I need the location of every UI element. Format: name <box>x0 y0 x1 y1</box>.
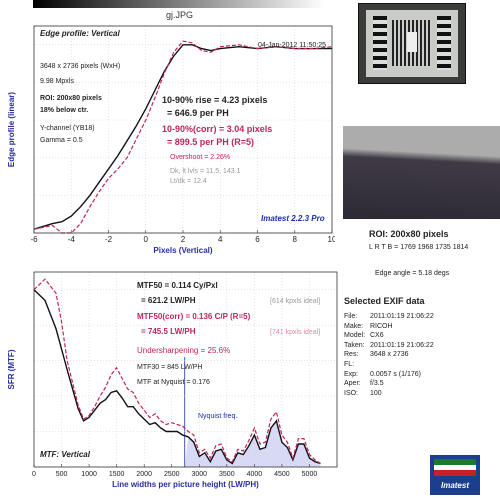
exif-row: Taken: 2011:01:19 21:06:22 <box>344 342 434 352</box>
edge-dk-lt-text: Dk, lt lvls = 11.5, 143.1 <box>170 168 241 175</box>
exif-row: FL: <box>344 361 434 371</box>
edge-rise-corr-text: 10-90%(corr) = 3.04 pixels <box>162 124 273 134</box>
exif-row: File: 2011:01:19 21:06:22 <box>344 313 434 323</box>
exif-value: CX6 <box>370 332 384 340</box>
x-tick-label: 2000 <box>136 471 152 478</box>
imatest-version-brand: Imatest 2.2.3 Pro <box>261 214 325 223</box>
exif-key: Make: <box>344 322 364 330</box>
x-tick-label: 3500 <box>219 471 235 478</box>
plot-frame <box>33 271 338 468</box>
mtf30-text: MTF30 = 845 LW/PH <box>137 364 203 371</box>
undersharpening-text: Undersharpening = 25.6% <box>137 346 231 355</box>
exif-key: Exp: <box>344 370 359 378</box>
x-tick-label: 6 <box>255 235 260 244</box>
exif-value: 3648 x 2736 <box>370 351 409 359</box>
grayscale-gradient-bar <box>33 0 325 8</box>
exif-table: File: 2011:01:19 21:06:22 Make: RICOH Model:… <box>344 313 434 399</box>
series-corrected-line <box>33 278 321 465</box>
mtf-nyquist-text: MTF at Nyquist = 0.176 <box>137 379 210 386</box>
exif-row: Aper: f/3.5 <box>344 380 434 390</box>
edge-overshoot-text: Overshoot = 2.26% <box>170 154 231 161</box>
exif-value: 2011:01:19 21:06:22 <box>370 313 434 320</box>
x-tick-label: 10 <box>328 235 335 244</box>
x-tick-label: 3000 <box>191 471 207 478</box>
mtf-ideal-1: [614 kpxls ideal] <box>270 298 321 305</box>
exif-key: Aper: <box>344 380 361 388</box>
x-tick-label: 0 <box>32 471 36 478</box>
exif-row: Res: 3648 x 2736 <box>344 351 434 361</box>
exif-title: Selected EXIF data <box>344 296 425 306</box>
exif-row: Make: RICOH <box>344 323 434 333</box>
edge-chart-date: 04-Jan-2012 11:50:25 <box>258 42 326 49</box>
x-axis-label: Pixels (Vertical) <box>153 246 212 255</box>
exif-key: Taken: <box>344 341 365 349</box>
x-tick-label: 4500 <box>274 471 290 478</box>
x-tick-label: -6 <box>30 235 38 244</box>
roi-lrtb: L R T B = 1769 1968 1735 1814 <box>369 244 469 251</box>
edge-channel-text: Y-channel (YB18) <box>40 125 95 132</box>
exif-key: FL: <box>344 360 355 368</box>
x-tick-label: -2 <box>105 235 113 244</box>
exif-key: ISO: <box>344 389 359 397</box>
x-tick-label: 2500 <box>164 471 180 478</box>
edge-angle-text: Edge angle = 5.18 degs <box>375 270 450 277</box>
exif-row: Exp: 0.0057 s (1/176) <box>344 371 434 381</box>
y-axis-label: Edge profile (linear) <box>7 92 16 167</box>
x-tick-label: 4000 <box>247 471 263 478</box>
edge-per-ph-corr-text: = 899.5 per PH (R=5) <box>167 137 255 147</box>
plot-background <box>34 26 332 233</box>
exif-row: Model: CX6 <box>344 332 434 342</box>
x-tick-label: 5000 <box>302 471 318 478</box>
x-tick-label: 2 <box>181 235 186 244</box>
mtf50-corr-text: MTF50(corr) = 0.136 C/P (R=5) <box>137 312 251 321</box>
x-tick-label: 8 <box>293 235 298 244</box>
edge-size-text: 3648 x 2736 pixels (WxH) <box>40 63 121 70</box>
series-corrected-line <box>33 40 333 234</box>
exif-key: Res: <box>344 351 359 359</box>
imatest-logo-text: Imatest <box>440 481 469 490</box>
imatest-logo: Imatest <box>430 455 480 495</box>
nyquist-region <box>184 420 321 467</box>
x-tick-label: 500 <box>56 471 68 478</box>
exif-value: 0.0057 s (1/176) <box>370 370 421 378</box>
mtf-ideal-2: [741 kpxls ideal] <box>270 329 321 336</box>
edge-ltdk-text: Lt/dk = 12.4 <box>170 178 207 185</box>
x-tick-label: 1000 <box>81 471 97 478</box>
roi-crop-thumbnail <box>343 126 500 219</box>
mtf50-text: MTF50 = 0.114 Cy/Pxl <box>137 281 218 290</box>
exif-value: RICOH <box>370 322 393 330</box>
x-tick-label: -4 <box>68 235 76 244</box>
exif-row: ISO: 100 <box>344 390 434 400</box>
series-measured-line <box>33 44 332 230</box>
x-tick-label: 4 <box>218 235 223 244</box>
edge-per-ph-text: = 646.9 per PH <box>167 108 229 118</box>
x-axis-label: Line widths per picture height (LW/PH) <box>112 480 259 489</box>
exif-value: 100 <box>370 389 382 397</box>
mtf50-corr-lw-text: = 745.5 LW/PH <box>141 327 196 336</box>
edge-gamma-text: Gamma = 0.5 <box>40 137 83 144</box>
exif-value: f/3.5 <box>370 380 384 388</box>
edge-mpxls-text: 9.98 Mpxls <box>40 78 74 85</box>
x-tick-label: 1500 <box>109 471 125 478</box>
exif-value: 2011:01:19 21:06:22 <box>370 341 434 349</box>
mtf-chart-title: MTF: Vertical <box>40 450 90 459</box>
exif-key: Model: <box>344 332 366 340</box>
mtf-chart: 0 500 1000 1500 2000 2500 3000 3500 4000 4500 5000… <box>7 271 338 489</box>
edge-profile-chart: -6 -4 -2 0 2 4 6 8 10 Pixels (Vertical) Edge profi… <box>7 25 335 255</box>
edge-rise-text: 10-90% rise = 4.23 pixels <box>162 95 268 105</box>
edge-chart-title: Edge profile: Vertical <box>40 29 120 38</box>
edge-roi-text: ROI: 200x80 pixels <box>40 95 102 102</box>
y-axis-label: SFR (MTF) <box>7 349 16 389</box>
x-tick-label: 0 <box>144 235 149 244</box>
file-title: gj.JPG <box>166 10 194 20</box>
plot-background <box>34 272 337 467</box>
edge-below-text: 18% below ctr. <box>40 107 89 114</box>
roi-title: ROI: 200x80 pixels <box>369 229 449 239</box>
test-chart-thumbnail <box>358 3 466 84</box>
nyquist-label: Nyquist freq. <box>198 413 238 420</box>
mtf50-lw-text: = 621.2 LW/PH <box>141 296 196 305</box>
exif-key: File: <box>344 313 358 320</box>
series-measured-line <box>33 289 321 465</box>
